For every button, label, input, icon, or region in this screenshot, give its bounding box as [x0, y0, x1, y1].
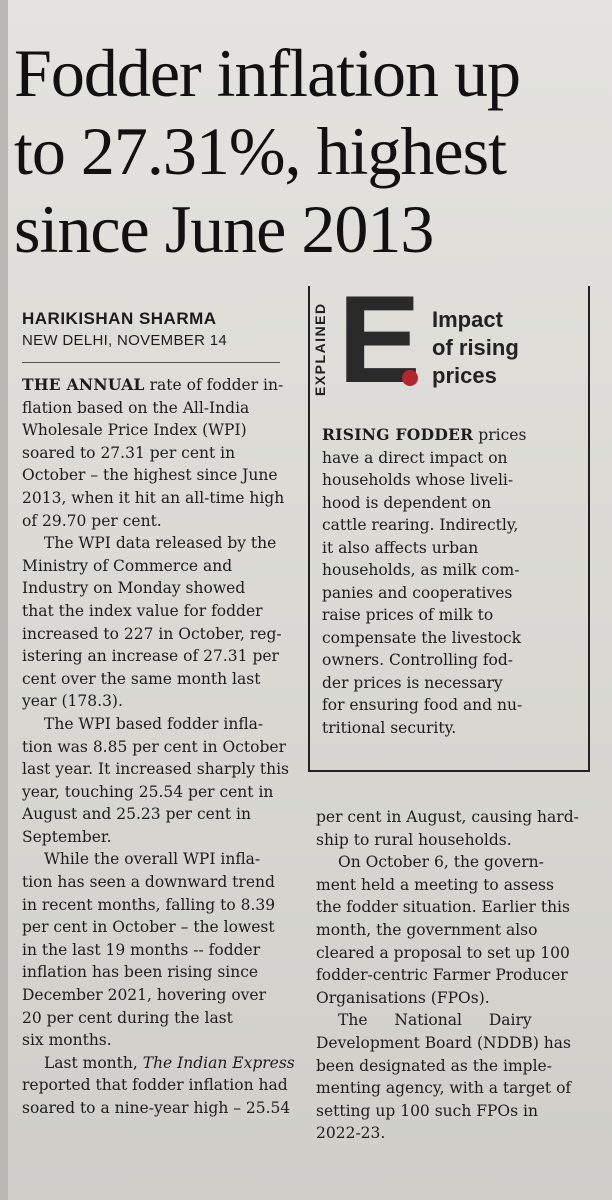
article-line: ship to rural households.: [316, 830, 512, 849]
article-paragraph: While the overall WPI infla- tion has se…: [22, 848, 284, 1051]
article-line: fodder-centric Farmer Producer: [316, 966, 568, 985]
article-paragraph: THE ANNUAL rate of fodder in- flation ba…: [22, 374, 284, 532]
article-line: istering an increase of 27.31 per: [22, 647, 279, 666]
article-line: THE ANNUAL rate of fodder in-: [22, 375, 284, 394]
article-line: cent over the same month last: [22, 669, 261, 688]
explained-body: RISING FODDER prices have a direct impac…: [322, 424, 578, 739]
headline-line: to 27.31%, highest: [14, 113, 507, 189]
article-line: soared to a nine-year high – 25.54: [22, 1099, 291, 1117]
article-line: in the last 19 months -- fodder: [22, 940, 261, 959]
article-line: inflation has been rising since: [22, 963, 259, 982]
article-line: menting agency, with a target of: [316, 1079, 572, 1098]
article-paragraph: The WPI based fodder infla- tion was 8.8…: [22, 713, 290, 849]
article-line: The WPI data released by the: [44, 534, 277, 553]
explained-title: Impact of rising prices: [432, 306, 519, 390]
article-line: The National Dairy: [338, 1011, 532, 1030]
article-line: increased to 227 in October, reg-: [22, 624, 282, 643]
article-line: Last month, The Indian Express: [22, 1052, 295, 1075]
explained-body-line: RISING FODDER prices: [322, 425, 527, 444]
article-paragraph: per cent in August, causing hard- ship t…: [316, 806, 582, 851]
explained-body-line: raise prices of milk to: [322, 606, 494, 624]
article-text: Last month,: [44, 1053, 143, 1072]
article-line: 2022-23.: [316, 1124, 386, 1143]
explained-body-line: owners. Controlling fod-: [322, 651, 514, 669]
article-line: Industry on Monday showed: [22, 579, 246, 598]
article-line: the fodder situation. Earlier this: [316, 898, 570, 917]
byline-divider: [22, 362, 280, 363]
article-line: flation based on the All-India: [22, 398, 250, 417]
explained-title-line: prices: [432, 363, 497, 388]
publication-name: The Indian Express: [142, 1053, 295, 1072]
explained-body-line: compensate the livestock: [322, 628, 522, 647]
article-line: 2013, when it hit an all-time high: [22, 488, 285, 507]
explained-box-left-border: [308, 286, 310, 772]
article-line: six months.: [22, 1031, 112, 1050]
article-line: tion has seen a downward trend: [22, 873, 275, 892]
article-line: The WPI based fodder infla-: [44, 714, 264, 733]
article-line: Wholesale Price Index (WPI): [22, 421, 247, 440]
explained-title-line: of rising: [432, 335, 519, 360]
explained-body-line: have a direct impact on: [322, 448, 508, 467]
headline: Fodder inflation up to 27.31%, highest s…: [14, 34, 604, 268]
article-line: On October 6, the govern-: [338, 853, 544, 872]
article-line: last year. It increased sharply this: [22, 760, 290, 779]
headline-line: since June 2013: [14, 191, 434, 267]
article-line: year, touching 25.54 per cent in: [22, 782, 274, 801]
article-line: been designated as the imple-: [316, 1056, 552, 1075]
dateline: NEW DELHI, NOVEMBER 14: [22, 332, 227, 349]
explained-body-line: households, as milk com-: [322, 561, 520, 579]
article-line: of 29.70 per cent.: [22, 511, 162, 530]
author-name: HARIKISHAN SHARMA: [22, 309, 217, 328]
explained-body-line: der prices is necessary: [322, 673, 503, 692]
explained-body-line: cattle rearing. Indirectly,: [322, 516, 519, 534]
article-line: in recent months, falling to 8.39: [22, 895, 276, 914]
article-line: setting up 100 such FPOs in: [316, 1101, 538, 1120]
explained-box: [308, 286, 590, 772]
explained-body-line: it also affects urban: [322, 538, 479, 557]
explained-body-line: for ensuring food and nu-: [322, 696, 523, 714]
page-edge: [0, 0, 8, 1200]
red-dot-icon: [402, 370, 418, 386]
article-line: ment held a meeting to assess: [316, 875, 554, 894]
article-line: Development Board (NDDB) has: [316, 1033, 571, 1052]
article-line: per cent in August, causing hard-: [316, 808, 579, 826]
headline-line: Fodder inflation up: [14, 35, 521, 111]
article-paragraph: The National Dairy Development Board (ND…: [316, 1009, 582, 1145]
article-line: year (178.3).: [22, 692, 123, 711]
article-line: cleared a proposal to set up 100: [316, 943, 570, 962]
article-line: that the index value for fodder: [22, 601, 263, 620]
article-line: Organisations (FPOs).: [316, 988, 490, 1007]
explained-tag: EXPLAINED: [312, 302, 328, 396]
explained-title-line: Impact: [432, 307, 503, 332]
explained-lead: RISING FODDER: [322, 425, 474, 444]
article-line: reported that fodder inflation had: [22, 1076, 288, 1095]
article-line: month, the government also: [316, 920, 538, 939]
article-line: Ministry of Commerce and: [22, 556, 233, 575]
byline: HARIKISHAN SHARMA NEW DELHI, NOVEMBER 14: [22, 308, 282, 352]
article-line: October – the highest since June: [22, 466, 278, 485]
article-line: September.: [22, 827, 112, 846]
explained-body-line: tritional security.: [322, 718, 457, 737]
explained-body-line: panies and cooperatives: [322, 583, 513, 602]
article-right-column: per cent in August, causing hard- ship t…: [316, 806, 582, 1145]
article-paragraph: Last month, The Indian Express reported …: [22, 1052, 295, 1120]
explained-body-line: hood is dependent on: [322, 493, 492, 512]
article-paragraph: The WPI data released by the Ministry of…: [22, 532, 284, 713]
article-line: December 2021, hovering over: [22, 986, 266, 1005]
article-left-column: THE ANNUAL rate of fodder in- flation ba…: [22, 374, 295, 1120]
article-line: per cent in October – the lowest: [22, 918, 275, 937]
article-line: tion was 8.85 per cent in October: [22, 737, 286, 756]
article-paragraph: On October 6, the govern- ment held a me…: [316, 851, 582, 1009]
article-line: August and 25.23 per cent in: [22, 805, 251, 824]
article-line: While the overall WPI infla-: [44, 850, 261, 869]
explained-body-line: households whose liveli-: [322, 471, 514, 489]
article-line: soared to 27.31 per cent in: [22, 443, 236, 462]
article-line: 20 per cent during the last: [22, 1008, 233, 1027]
lead-caps: THE ANNUAL: [22, 375, 145, 394]
